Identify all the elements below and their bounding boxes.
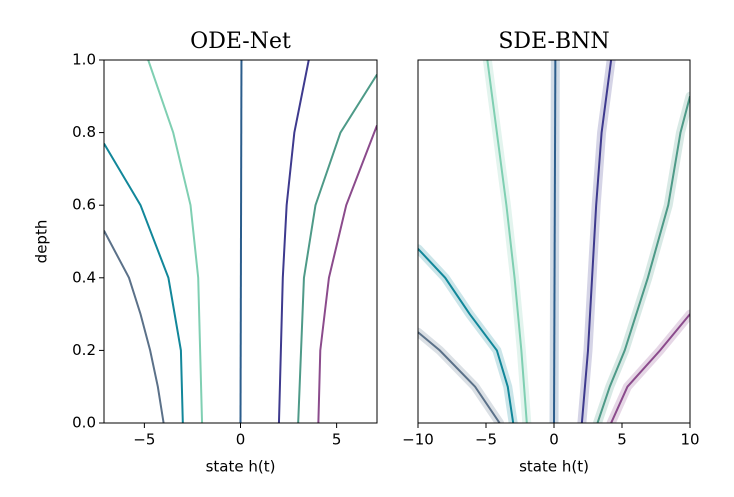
y-tick-label: 0.4 <box>72 268 96 286</box>
plot-area <box>418 60 690 423</box>
trajectory <box>596 96 690 423</box>
panel: SDE-BNN state h(t) −10 −5 0 5 10 <box>402 29 699 476</box>
y-axis-label: depth <box>33 220 51 264</box>
x-axis-label: state h(t) <box>519 458 589 476</box>
panel-title: SDE-BNN <box>498 29 609 54</box>
x-tick-label: −5 <box>475 431 497 449</box>
axes-frame <box>417 59 691 424</box>
curve-spread <box>482 60 532 423</box>
x-tick-label: 10 <box>680 431 699 449</box>
trajectory <box>580 60 613 423</box>
trajectory <box>297 73 377 423</box>
trajectory <box>147 60 204 423</box>
trajectory <box>610 313 690 423</box>
panel: ODE-Net state h(t) depth −5 0 5 0.0 0.2 0.4 0.6 0.… <box>33 29 378 476</box>
x-tick-label: 0 <box>549 431 559 449</box>
curve-spread <box>418 244 518 423</box>
y-tick-label: 0.6 <box>72 196 96 214</box>
trajectory <box>317 124 377 423</box>
curve-spread <box>418 327 505 423</box>
panel-title: ODE-Net <box>190 29 291 54</box>
trajectory <box>104 230 165 423</box>
trajectory <box>553 60 557 423</box>
x-tick-label: 5 <box>617 431 627 449</box>
x-axis-label: state h(t) <box>206 458 276 476</box>
x-tick-label: 0 <box>236 431 246 449</box>
trajectory <box>104 142 184 423</box>
trajectory <box>418 331 501 423</box>
y-tick-label: 1.0 <box>72 51 96 69</box>
curve-spread <box>606 309 690 423</box>
axes-frame <box>103 59 378 424</box>
y-tick-label: 0.0 <box>72 414 96 432</box>
trajectory <box>239 60 243 423</box>
trajectory <box>418 248 515 423</box>
trajectory <box>486 60 528 423</box>
trajectory <box>277 60 310 423</box>
x-tick-label: −10 <box>402 431 434 449</box>
x-tick-label: −5 <box>133 431 155 449</box>
y-tick-label: 0.2 <box>72 341 96 359</box>
x-tick-label: 5 <box>332 431 342 449</box>
y-tick-label: 0.8 <box>72 123 96 141</box>
plot-area <box>104 60 377 423</box>
